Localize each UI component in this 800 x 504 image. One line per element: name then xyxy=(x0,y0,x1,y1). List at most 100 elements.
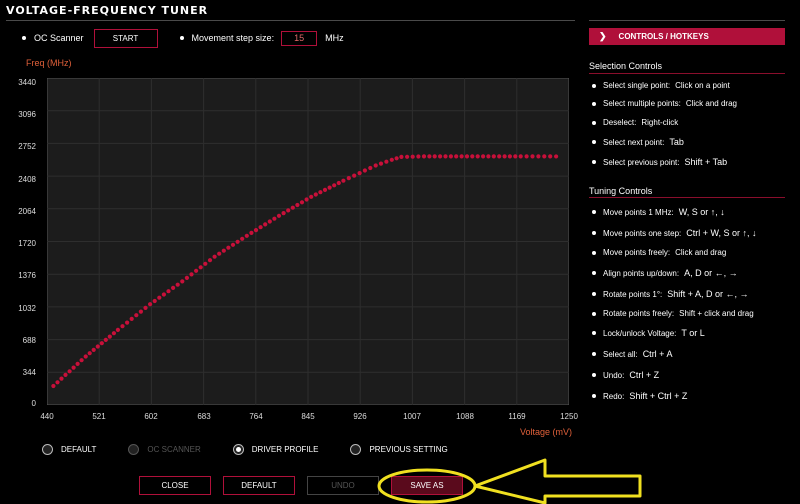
curve-point[interactable] xyxy=(352,173,357,178)
curve-point[interactable] xyxy=(542,154,547,159)
curve-point[interactable] xyxy=(152,298,157,304)
curve-point[interactable] xyxy=(99,341,104,346)
curve-point[interactable] xyxy=(71,365,76,370)
curve-point[interactable] xyxy=(51,383,56,389)
curve-point[interactable] xyxy=(148,302,153,307)
curve-point[interactable] xyxy=(55,380,60,385)
curve-point[interactable] xyxy=(103,337,108,342)
curve-point[interactable] xyxy=(518,154,523,159)
start-button[interactable]: START xyxy=(93,28,158,48)
curve-point[interactable] xyxy=(143,305,148,310)
save-as-button[interactable]: SAVE AS xyxy=(391,476,463,495)
curve-point[interactable] xyxy=(548,154,553,159)
curve-point[interactable] xyxy=(341,178,346,183)
curve-point[interactable] xyxy=(438,154,443,159)
curve-point[interactable] xyxy=(421,154,427,159)
curve-point[interactable] xyxy=(491,154,496,159)
curve-point[interactable] xyxy=(166,289,171,294)
curve-point[interactable] xyxy=(290,205,295,210)
curve-point[interactable] xyxy=(536,154,541,159)
curve-point[interactable] xyxy=(378,161,384,166)
curve-points[interactable] xyxy=(51,154,559,389)
curve-point[interactable] xyxy=(111,331,116,336)
curve-point[interactable] xyxy=(253,228,259,233)
curve-point[interactable] xyxy=(427,154,432,159)
curve-point[interactable] xyxy=(157,295,162,300)
curve-point[interactable] xyxy=(230,242,236,247)
curve-point[interactable] xyxy=(79,358,84,363)
curve-point[interactable] xyxy=(75,361,80,366)
curve-point[interactable] xyxy=(194,268,199,273)
curve-point[interactable] xyxy=(244,233,249,238)
curve-point[interactable] xyxy=(362,168,367,173)
curve-point[interactable] xyxy=(115,327,120,332)
step-size-input[interactable] xyxy=(281,30,318,46)
curve-point[interactable] xyxy=(221,248,226,253)
curve-point[interactable] xyxy=(120,324,125,329)
curve-point[interactable] xyxy=(373,163,378,168)
curve-point[interactable] xyxy=(240,236,245,241)
curve-point[interactable] xyxy=(63,372,68,377)
curve-point[interactable] xyxy=(309,194,314,199)
curve-point[interactable] xyxy=(203,261,208,266)
curve-point[interactable] xyxy=(530,154,535,159)
curve-point[interactable] xyxy=(336,180,341,186)
curve-point[interactable] xyxy=(258,225,263,230)
curve-point[interactable] xyxy=(497,154,502,159)
curve-point[interactable] xyxy=(346,176,351,181)
curve-point[interactable] xyxy=(295,202,300,208)
curve-point[interactable] xyxy=(368,165,373,171)
controls-hotkeys-header[interactable]: ❯ CONTROLS / HOTKEYS xyxy=(589,28,785,45)
curve-point[interactable] xyxy=(327,185,332,190)
radio-driver-profile[interactable] xyxy=(232,444,244,455)
curve-point[interactable] xyxy=(175,282,180,287)
curve-point[interactable] xyxy=(554,154,559,159)
curve-point[interactable] xyxy=(416,154,421,159)
curve-point[interactable] xyxy=(249,230,254,235)
curve-point[interactable] xyxy=(161,292,166,297)
curve-point[interactable] xyxy=(59,376,64,381)
curve-point[interactable] xyxy=(432,154,437,159)
curve-point[interactable] xyxy=(87,351,92,356)
curve-point[interactable] xyxy=(454,154,459,159)
curve-point[interactable] xyxy=(502,154,507,159)
default-button[interactable]: DEFAULT xyxy=(223,476,295,495)
close-button[interactable]: CLOSE xyxy=(139,476,211,495)
curve-point[interactable] xyxy=(322,187,328,192)
curve-point[interactable] xyxy=(410,154,415,159)
curve-point[interactable] xyxy=(464,154,470,159)
curve-point[interactable] xyxy=(217,251,222,256)
curve-point[interactable] xyxy=(507,154,512,159)
curve-point[interactable] xyxy=(443,154,448,159)
curve-point[interactable] xyxy=(198,265,203,270)
curve-point[interactable] xyxy=(125,320,130,325)
curve-point[interactable] xyxy=(475,154,480,159)
curve-point[interactable] xyxy=(281,211,286,216)
curve-point[interactable] xyxy=(171,285,176,290)
curve-point[interactable] xyxy=(459,154,464,159)
curve-point[interactable] xyxy=(212,254,217,259)
curve-point[interactable] xyxy=(83,354,88,359)
vf-curve-chart[interactable] xyxy=(47,78,569,405)
curve-point[interactable] xyxy=(276,213,282,218)
curve-point[interactable] xyxy=(263,222,268,227)
curve-point[interactable] xyxy=(272,216,277,221)
curve-point[interactable] xyxy=(470,154,475,159)
radio-previous-setting[interactable] xyxy=(350,444,362,455)
curve-point[interactable] xyxy=(304,197,309,202)
curve-point[interactable] xyxy=(384,159,389,164)
curve-point[interactable] xyxy=(486,154,491,159)
curve-point[interactable] xyxy=(524,154,529,159)
curve-point[interactable] xyxy=(138,309,143,314)
curve-point[interactable] xyxy=(189,272,194,277)
curve-point[interactable] xyxy=(332,183,337,188)
curve-point[interactable] xyxy=(513,154,518,159)
curve-point[interactable] xyxy=(91,347,96,352)
curve-point[interactable] xyxy=(448,154,453,159)
curve-point[interactable] xyxy=(207,258,213,263)
curve-point[interactable] xyxy=(235,239,240,244)
curve-point[interactable] xyxy=(313,192,318,197)
curve-point[interactable] xyxy=(394,156,399,161)
curve-point[interactable] xyxy=(405,154,410,159)
curve-point[interactable] xyxy=(95,344,100,349)
